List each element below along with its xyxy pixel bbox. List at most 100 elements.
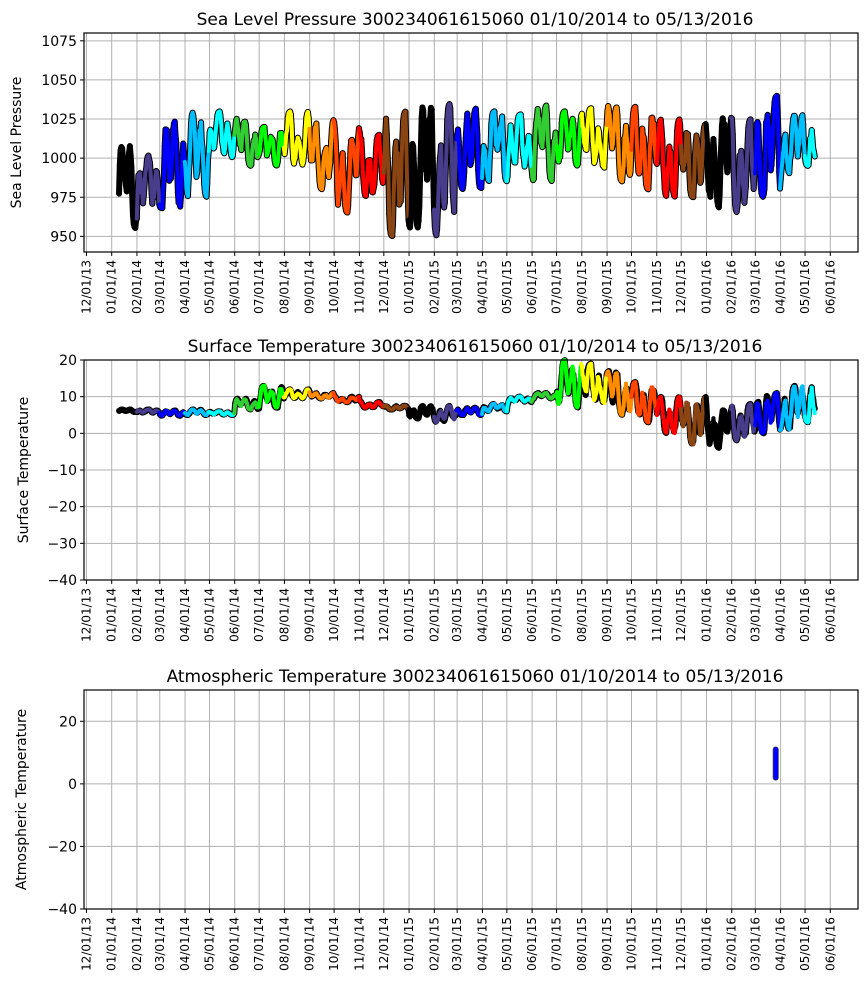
data-series-surface_temperature <box>116 357 818 451</box>
data-point <box>129 165 135 197</box>
data-point <box>555 144 560 162</box>
data-point <box>333 139 339 161</box>
x-tick-label: 05/01/16 <box>798 917 812 971</box>
x-tick-label: 09/01/15 <box>600 917 614 971</box>
data-point <box>373 147 378 174</box>
x-tick-label: 08/01/14 <box>277 260 291 314</box>
x-tick-label: 11/01/14 <box>352 260 366 314</box>
data-point <box>801 122 806 146</box>
x-tick-label: 08/01/15 <box>575 588 589 642</box>
data-point <box>616 388 622 406</box>
data-point <box>452 175 457 214</box>
data-point <box>443 149 449 177</box>
x-tick-label: 10/01/15 <box>625 260 639 314</box>
data-point <box>346 186 351 209</box>
x-tick-label: 02/01/15 <box>427 917 441 971</box>
x-tick-label: 04/01/16 <box>774 917 788 971</box>
data-point <box>436 162 442 188</box>
data-point <box>771 111 776 140</box>
data-point <box>201 165 207 187</box>
data-point <box>398 158 404 204</box>
x-tick-label: 11/01/15 <box>650 260 664 314</box>
data-point <box>699 148 705 169</box>
x-tick-label: 08/01/14 <box>277 917 291 971</box>
data-point <box>615 112 621 141</box>
data-point <box>711 136 717 155</box>
x-tick-label: 06/01/15 <box>525 260 539 314</box>
y-tick-label: −20 <box>47 500 77 516</box>
data-point <box>584 376 590 394</box>
data-point <box>634 115 639 144</box>
data-point <box>647 145 652 174</box>
data-point <box>519 119 525 147</box>
x-tick-label: 12/01/13 <box>79 588 93 642</box>
data-point <box>673 410 679 429</box>
data-point <box>186 161 192 182</box>
data-point <box>718 145 724 171</box>
x-tick-label: 11/01/14 <box>352 917 366 971</box>
data-point <box>372 169 378 187</box>
x-tick-label: 12/01/14 <box>377 917 391 971</box>
data-point <box>505 155 511 179</box>
data-point <box>744 142 750 167</box>
data-point <box>528 146 533 164</box>
data-point <box>770 135 776 155</box>
data-point <box>165 142 171 170</box>
data-point <box>812 150 817 159</box>
data-point <box>678 143 684 166</box>
data-point <box>776 132 782 175</box>
y-tick-label: −20 <box>47 839 77 855</box>
data-point <box>775 110 781 137</box>
data-point <box>579 111 585 129</box>
data-point <box>156 186 162 207</box>
data-point <box>466 121 471 149</box>
data-point <box>486 156 492 183</box>
data-point <box>192 131 198 164</box>
data-point <box>431 172 437 212</box>
data-point <box>475 132 481 173</box>
data-point <box>642 147 648 177</box>
data-point <box>714 185 720 203</box>
x-tick-label: 07/01/15 <box>550 917 564 971</box>
data-point <box>493 121 498 147</box>
data-point <box>387 212 392 231</box>
data-point <box>432 207 437 230</box>
data-point <box>674 129 680 156</box>
data-point <box>654 148 660 166</box>
data-point <box>117 148 123 167</box>
data-point <box>630 112 635 132</box>
data-point <box>354 158 360 178</box>
data-point <box>188 121 194 148</box>
x-tick-label: 03/01/15 <box>450 588 464 642</box>
y-tick-label: 0 <box>68 426 77 442</box>
data-point <box>187 143 193 166</box>
x-tick-label: 06/01/16 <box>823 260 837 314</box>
data-point <box>488 122 494 150</box>
data-point <box>725 153 731 175</box>
y-tick-label: 1000 <box>41 151 77 167</box>
data-point <box>797 129 803 146</box>
x-tick-label: 10/01/15 <box>625 588 639 642</box>
data-point <box>473 106 479 124</box>
data-point <box>160 188 166 211</box>
x-tick-label: 04/01/14 <box>178 260 192 314</box>
data-point <box>254 136 259 159</box>
data-point <box>117 162 122 196</box>
x-tick-label: 05/01/15 <box>500 917 514 971</box>
data-point <box>453 137 459 164</box>
data-point <box>641 135 647 152</box>
data-point <box>767 125 772 152</box>
data-point <box>807 393 813 411</box>
data-point <box>572 132 577 157</box>
data-point <box>801 391 806 410</box>
data-point <box>629 127 635 153</box>
data-point <box>783 132 789 157</box>
x-tick-label: 04/01/15 <box>475 588 489 642</box>
data-point <box>328 139 334 165</box>
data-point <box>549 163 555 183</box>
data-point <box>204 181 210 199</box>
axes-frame <box>83 689 859 910</box>
data-point <box>730 132 736 171</box>
data-point <box>732 186 738 207</box>
